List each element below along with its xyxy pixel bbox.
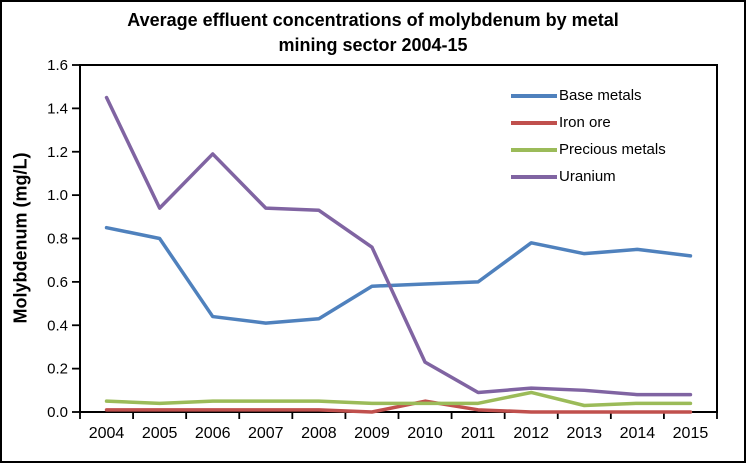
legend-label: Uranium	[559, 168, 616, 185]
legend-line-marker-uranium	[511, 174, 557, 179]
x-tick-label: 2013	[566, 425, 602, 442]
legend-label: Precious metals	[559, 141, 666, 158]
x-tick-label: 2005	[142, 425, 178, 442]
legend-label: Base metals	[559, 87, 642, 104]
chart-title: Average effluent concentrations of molyb…	[0, 8, 746, 58]
y-tick-label: 0.2	[47, 361, 68, 378]
x-tick-label: 2015	[673, 425, 709, 442]
x-tick-label: 2008	[301, 425, 337, 442]
y-axis-title: Molybdenum (mg/L)	[10, 152, 31, 324]
y-tick-label: 1.2	[47, 144, 68, 161]
y-tick-label: 1.0	[47, 187, 68, 204]
x-tick-label: 2009	[354, 425, 390, 442]
legend-item-precious-metals: Precious metals	[511, 136, 666, 163]
x-tick-label: 2004	[89, 425, 125, 442]
series-line-precious-metals	[104, 390, 693, 408]
legend-line-marker-iron-ore	[511, 120, 557, 125]
legend: Base metals Iron ore Precious metals Uraniu…	[511, 82, 666, 190]
chart-title-line-1: Average effluent concentrations of molyb…	[127, 10, 619, 30]
y-tick-label: 0.8	[47, 231, 68, 248]
legend-line-marker-base-metals	[511, 93, 557, 98]
legend-label: Iron ore	[559, 114, 611, 131]
y-tick-label: 0.4	[47, 317, 68, 334]
chart-title-line-2: mining sector 2004-15	[278, 35, 468, 55]
y-tick-label: 1.4	[47, 100, 68, 117]
y-tick-label: 0.6	[47, 274, 68, 291]
x-tick-label: 2011	[461, 425, 496, 442]
y-tick-label: 0.0	[47, 404, 68, 421]
x-tick-label: 2010	[407, 425, 443, 442]
x-tick-label: 2014	[620, 425, 656, 442]
y-tick-label: 1.6	[47, 57, 68, 74]
legend-line-marker-precious-metals	[511, 147, 557, 152]
x-tick-label: 2012	[513, 425, 549, 442]
x-tick-label: 2007	[248, 425, 284, 442]
series-line-iron-ore	[104, 399, 693, 414]
legend-item-iron-ore: Iron ore	[511, 109, 666, 136]
legend-item-base-metals: Base metals	[511, 82, 666, 109]
x-tick-label: 2006	[195, 425, 231, 442]
legend-item-uranium: Uranium	[511, 163, 666, 190]
series-line-uranium	[104, 95, 693, 397]
series-line-base-metals	[104, 225, 693, 325]
